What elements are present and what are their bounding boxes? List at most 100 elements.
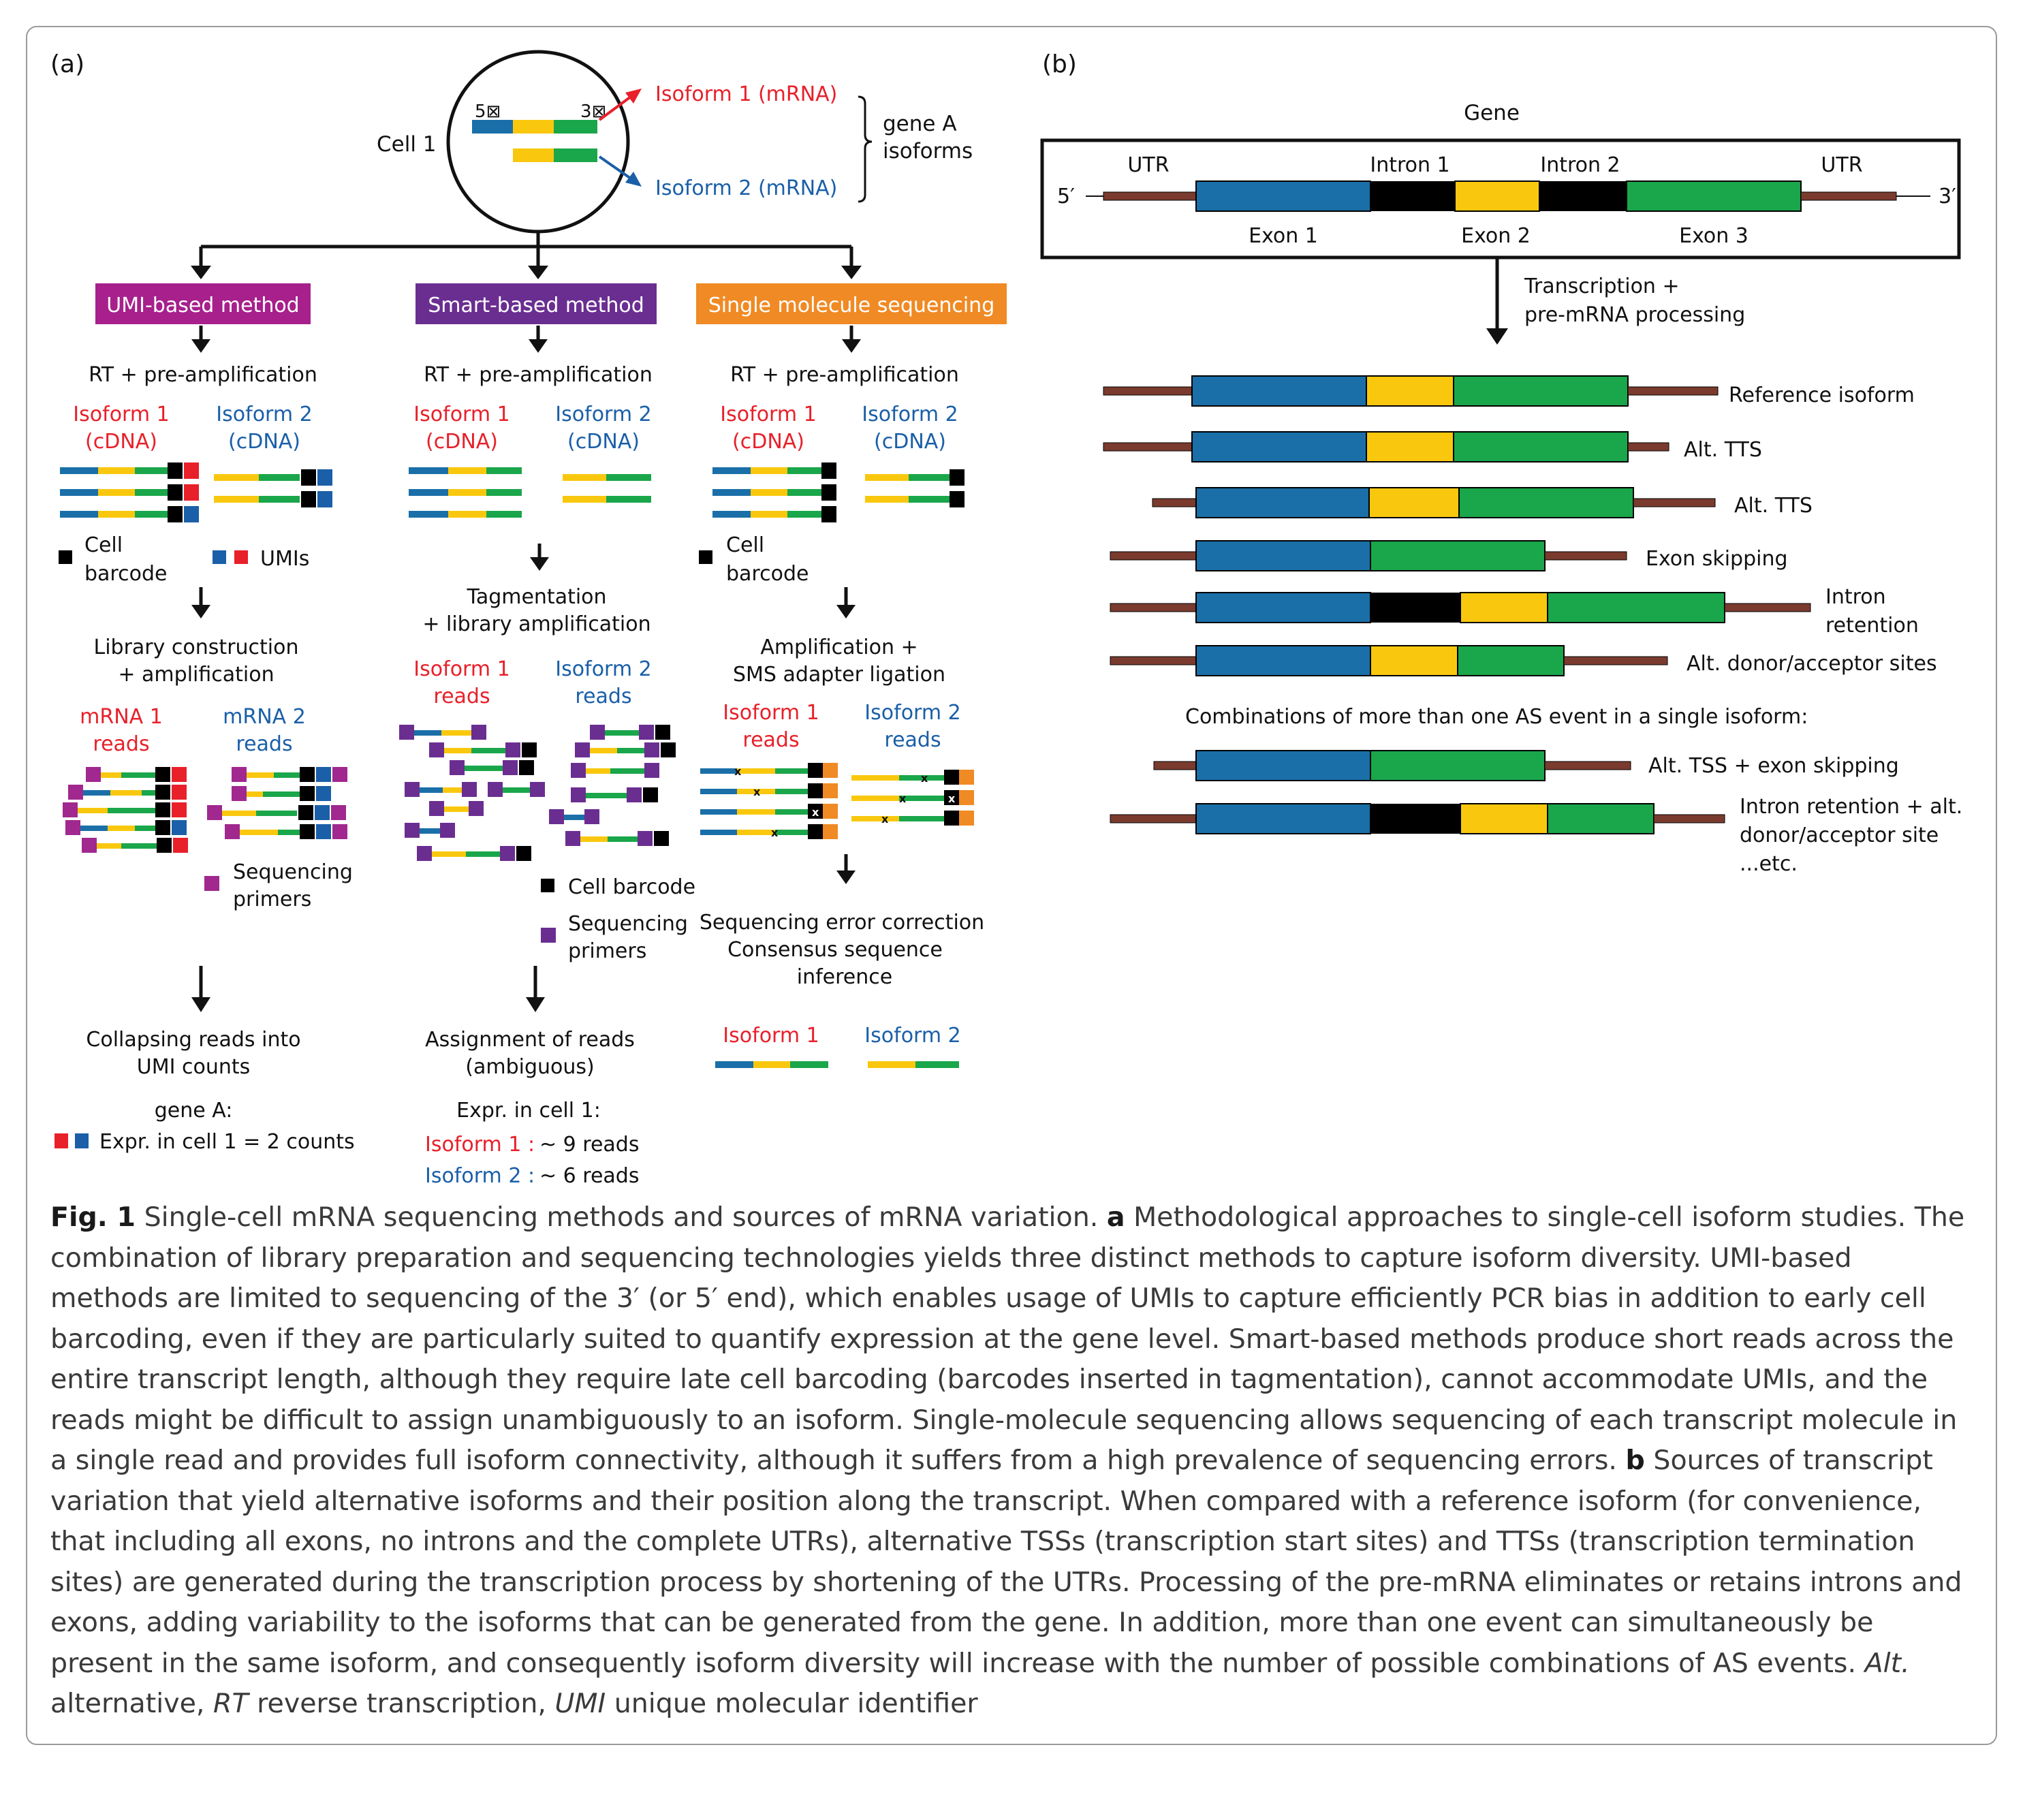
umi-cdna-iso2 bbox=[214, 469, 332, 507]
smart-seq-primers-1: Sequencing bbox=[568, 912, 688, 936]
expr-swatch-blue bbox=[75, 1133, 89, 1148]
sms-cell-barcode-2: barcode bbox=[726, 562, 809, 586]
panel-b-label: (b) bbox=[1042, 50, 1077, 78]
figure-diagram: (a) Cell 1 5⊠ 3⊠ Isoform 1 (mRNA) Isofor… bbox=[50, 50, 1962, 1188]
isoform-exon-skipping bbox=[1110, 540, 1627, 571]
smart-iso1-label: Isoform 1 bbox=[413, 403, 509, 426]
sms-reads-iso1: x x x x bbox=[700, 763, 838, 839]
figure-frame bbox=[26, 26, 1997, 1745]
combo2-label-3: ...etc. bbox=[1740, 852, 1798, 876]
smart-cdna-iso2 bbox=[563, 474, 651, 503]
umi-reads-iso2 bbox=[207, 767, 347, 839]
panel-a-label: (a) bbox=[50, 50, 84, 78]
smart-reads-iso1 bbox=[399, 725, 545, 861]
smart-iso1-reads-1: Isoform 1 bbox=[413, 657, 509, 681]
five-prime-label: 5⊠ bbox=[475, 101, 501, 122]
isoform-label-exon-skipping: Exon skipping bbox=[1646, 547, 1788, 571]
isoform-intron-retention bbox=[1110, 592, 1811, 623]
caption-abbr-umi-def: unique molecular identifier bbox=[606, 1688, 978, 1719]
sms-iso1-label: Isoform 1 bbox=[720, 403, 816, 426]
svg-text:x: x bbox=[734, 765, 742, 778]
umi-rt-label: RT + pre-amplification bbox=[89, 363, 317, 387]
tag-label-2: + library amplification bbox=[422, 612, 650, 636]
umi-cell-barcode-1: Cell bbox=[84, 533, 123, 557]
exon3-label: Exon 3 bbox=[1679, 224, 1748, 248]
umi-cdna-iso1 bbox=[60, 462, 199, 522]
transcription-label-2: pre-mRNA processing bbox=[1524, 303, 1745, 327]
intron2-label: Intron 2 bbox=[1540, 153, 1620, 177]
smart-reads-iso2 bbox=[549, 725, 676, 846]
sms-iso2-cdna: (cDNA) bbox=[874, 430, 946, 454]
err-label-2: Consensus sequence bbox=[727, 938, 943, 962]
smart-iso2-reads-1: Isoform 2 bbox=[555, 657, 651, 681]
mrna2-reads-2: reads bbox=[236, 732, 292, 756]
smart-iso2-count-value: ~ 6 reads bbox=[539, 1164, 639, 1188]
smart-cell-barcode: Cell barcode bbox=[568, 875, 695, 899]
umi-expr-label: Expr. in cell 1 = 2 counts bbox=[99, 1130, 355, 1154]
svg-text:x: x bbox=[812, 806, 819, 819]
isoform-combo-2 bbox=[1110, 803, 1725, 834]
caption-a-text: Methodological approaches to single-cell… bbox=[50, 1202, 1965, 1476]
umi-swatch-red bbox=[234, 550, 248, 564]
isoform-label-alt-tts-1: Alt. TTS bbox=[1684, 438, 1762, 462]
caption-b-marker: b bbox=[1625, 1445, 1645, 1476]
intron1-label: Intron 1 bbox=[1370, 153, 1449, 177]
mrna1-reads-1: mRNA 1 bbox=[80, 705, 163, 729]
sms-iso1-reads-1: Isoform 1 bbox=[723, 701, 819, 725]
svg-text:x: x bbox=[771, 826, 779, 839]
sms-iso2-reads-2: reads bbox=[884, 728, 941, 752]
svg-text:x: x bbox=[881, 813, 889, 826]
umis-label: UMIs bbox=[260, 547, 309, 571]
smart-method-box bbox=[415, 283, 657, 324]
cell-isoform-2 bbox=[513, 148, 597, 162]
sms-final-iso1: Isoform 1 bbox=[723, 1024, 819, 1048]
isoform-label-alt-tts-2: Alt. TTS bbox=[1734, 494, 1813, 518]
isoform-combo-1 bbox=[1153, 750, 1631, 781]
smart-primer-swatch bbox=[541, 928, 556, 943]
umi-iso1-cdna: (cDNA) bbox=[85, 430, 157, 454]
sms-iso1-cdna: (cDNA) bbox=[732, 430, 804, 454]
caption-abbr-rt-def: reverse transcription, bbox=[248, 1688, 555, 1719]
caption-abbr-rt: RT bbox=[213, 1688, 249, 1719]
gene-isoforms-label-1: gene A bbox=[883, 112, 957, 136]
umi-method-box bbox=[95, 283, 311, 324]
sms-iso2-label: Isoform 2 bbox=[862, 403, 958, 426]
smart-iso2-reads-2: reads bbox=[575, 685, 631, 708]
umi-primer-swatch bbox=[204, 876, 219, 891]
smart-rt-label: RT + pre-amplification bbox=[424, 363, 653, 387]
tag-label-1: Tagmentation bbox=[466, 585, 606, 609]
isoform-donor-acceptor bbox=[1110, 645, 1668, 676]
gene-a-label: gene A: bbox=[155, 1099, 233, 1123]
isoform-label-donor-acceptor: Alt. donor/acceptor sites bbox=[1687, 652, 1937, 676]
isoform-reference bbox=[1103, 375, 1719, 407]
combo2-label-2: donor/acceptor site bbox=[1740, 823, 1939, 847]
caption-abbr-alt: Alt. bbox=[1864, 1647, 1910, 1679]
svg-text:x: x bbox=[753, 785, 761, 798]
caption-a-marker: a bbox=[1106, 1202, 1125, 1233]
isoform1-arrow bbox=[598, 95, 632, 121]
transcription-label-1: Transcription + bbox=[1524, 274, 1680, 298]
sms-reads-iso2: x xx x bbox=[851, 770, 974, 826]
gene-box bbox=[1040, 138, 1961, 260]
umi-iso2-label: Isoform 2 bbox=[216, 403, 312, 426]
collapse-2: UMI counts bbox=[137, 1055, 251, 1079]
sms-iso1-reads-2: reads bbox=[742, 728, 799, 752]
svg-text:x: x bbox=[948, 792, 956, 805]
umi-swatch-blue bbox=[213, 550, 226, 564]
isoforms-brace bbox=[858, 95, 873, 203]
sms-final-iso1-molecule bbox=[715, 1061, 828, 1068]
smart-iso1-cdna: (cDNA) bbox=[426, 430, 498, 454]
isoform-label-intron: Intron bbox=[1825, 585, 1886, 609]
umi-method-label: UMI-based method bbox=[106, 294, 299, 317]
umi-seq-primers-1: Sequencing bbox=[233, 860, 353, 884]
step-arrows bbox=[191, 326, 861, 353]
isoform1-mrna-label: Isoform 1 (mRNA) bbox=[655, 82, 837, 106]
combo1-label: Alt. TSS + exon skipping bbox=[1648, 754, 1899, 778]
combo2-label-1: Intron retention + alt. bbox=[1740, 795, 1962, 819]
mrna1-reads-2: reads bbox=[93, 732, 149, 756]
gene-structure bbox=[1086, 181, 1930, 212]
smart-seq-primers-2: primers bbox=[568, 939, 646, 963]
combinations-label: Combinations of more than one AS event i… bbox=[1185, 705, 1808, 729]
smart-iso2-count-label: Isoform 2 : bbox=[425, 1164, 535, 1188]
gene-five-prime: 5′ bbox=[1057, 185, 1075, 208]
